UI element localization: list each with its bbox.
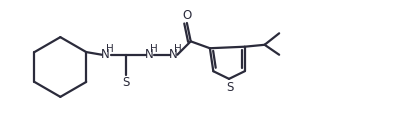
Text: S: S	[226, 81, 234, 94]
Text: H: H	[174, 44, 182, 54]
Text: N: N	[101, 48, 110, 61]
Text: S: S	[122, 76, 130, 89]
Text: O: O	[182, 9, 191, 22]
Text: N: N	[145, 48, 154, 61]
Text: H: H	[150, 44, 158, 54]
Text: H: H	[106, 44, 114, 54]
Text: N: N	[169, 48, 177, 61]
